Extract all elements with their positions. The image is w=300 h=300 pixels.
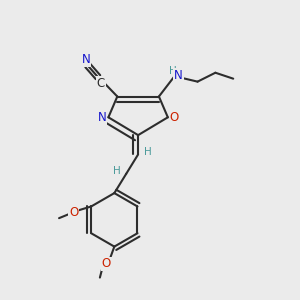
- Text: N: N: [98, 111, 106, 124]
- Text: N: N: [174, 69, 183, 82]
- Text: O: O: [102, 257, 111, 270]
- Text: N: N: [82, 53, 91, 66]
- Text: O: O: [170, 111, 179, 124]
- Text: H: H: [113, 167, 121, 176]
- Text: O: O: [69, 206, 78, 219]
- Text: H: H: [169, 66, 177, 76]
- Text: C: C: [97, 77, 105, 90]
- Text: H: H: [144, 147, 152, 157]
